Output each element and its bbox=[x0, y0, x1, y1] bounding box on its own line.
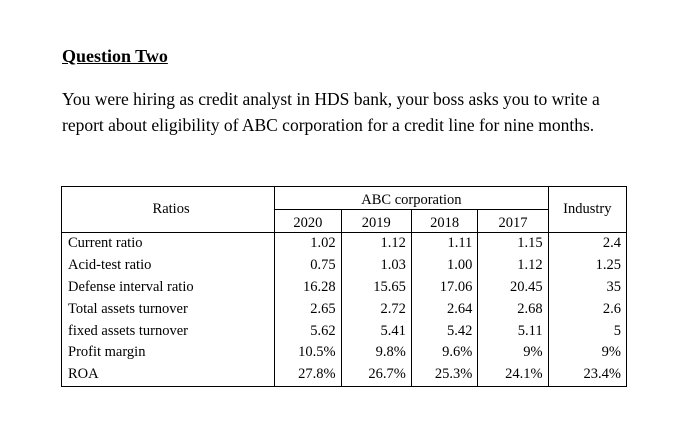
row-label: Acid-test ratio bbox=[68, 257, 152, 274]
industry-value: 35 bbox=[547, 276, 627, 299]
year-header: 2018 bbox=[410, 209, 478, 233]
table-row: Defense interval ratio 16.28 15.65 17.06… bbox=[62, 276, 627, 299]
cell-value: 2.64 bbox=[410, 298, 478, 321]
cell-value: 24.1% bbox=[477, 363, 549, 387]
cell-value: 26.7% bbox=[340, 363, 412, 387]
cell-value: 2.72 bbox=[340, 298, 412, 321]
cell-value: 16.28 bbox=[274, 276, 342, 299]
cell-value: 0.75 bbox=[274, 254, 342, 277]
table-row: ROA 27.8% 26.7% 25.3% 24.1% 23.4% bbox=[62, 363, 627, 387]
cell-value: 5.41 bbox=[340, 320, 412, 342]
cell-value: 1.12 bbox=[340, 231, 412, 255]
year-header: 2020 bbox=[274, 209, 342, 233]
industry-value: 2.4 bbox=[547, 231, 627, 255]
cell-value: 5.11 bbox=[477, 320, 549, 342]
cell-value: 5.62 bbox=[274, 320, 342, 342]
cell-value: 9.8% bbox=[340, 341, 412, 364]
industry-value: 2.6 bbox=[547, 298, 627, 321]
cell-value: 17.06 bbox=[410, 276, 478, 299]
row-label: fixed assets turnover bbox=[68, 322, 188, 339]
row-label: Current ratio bbox=[61, 231, 275, 255]
year-header: 2017 bbox=[477, 209, 549, 233]
row-label: Defense interval ratio bbox=[68, 278, 194, 295]
cell-value: 1.02 bbox=[274, 231, 342, 255]
row-label: Total assets turnover bbox=[68, 300, 188, 317]
cell-value: 10.5% bbox=[274, 341, 342, 364]
cell-value: 9.6% bbox=[410, 341, 478, 364]
cell-value: 15.65 bbox=[340, 276, 412, 299]
ratios-table: Ratios ABC corporation Industry 2020 201… bbox=[61, 186, 627, 387]
company-header: ABC corporation bbox=[274, 186, 549, 210]
cell-value: 1.12 bbox=[477, 254, 549, 277]
ratios-header: Ratios bbox=[152, 201, 190, 217]
cell-value: 5.42 bbox=[410, 320, 478, 342]
table-row: Current ratio 1.02 1.12 1.11 1.15 2.4 bbox=[61, 231, 627, 255]
cell-value: 1.15 bbox=[477, 231, 549, 255]
cell-value: 20.45 bbox=[477, 276, 549, 299]
cell-value: 2.68 bbox=[477, 298, 549, 321]
table-row: fixed assets turnover 5.62 5.41 5.42 5.1… bbox=[62, 320, 627, 342]
year-header: 2019 bbox=[340, 209, 412, 233]
industry-value: 5 bbox=[547, 320, 627, 342]
cell-value: 9% bbox=[477, 341, 549, 364]
row-label: ROA bbox=[68, 366, 99, 383]
table-row: Total assets turnover 2.65 2.72 2.64 2.6… bbox=[62, 298, 627, 321]
question-heading: Question Two bbox=[62, 46, 168, 66]
industry-header: Industry bbox=[547, 186, 627, 233]
industry-value: 23.4% bbox=[547, 363, 627, 387]
industry-value: 1.25 bbox=[547, 254, 627, 277]
table-row: Acid-test ratio 0.75 1.03 1.00 1.12 1.25 bbox=[62, 254, 627, 277]
cell-value: 1.03 bbox=[340, 254, 412, 277]
table-row: Profit margin 10.5% 9.8% 9.6% 9% 9% bbox=[62, 341, 627, 364]
cell-value: 25.3% bbox=[410, 363, 478, 387]
question-paragraph: You were hiring as credit analyst in HDS… bbox=[62, 89, 600, 135]
cell-value: 1.11 bbox=[410, 231, 478, 255]
cell-value: 27.8% bbox=[274, 363, 342, 387]
row-label: Profit margin bbox=[68, 344, 146, 361]
cell-value: 2.65 bbox=[274, 298, 342, 321]
industry-value: 9% bbox=[547, 341, 627, 364]
cell-value: 1.00 bbox=[410, 254, 478, 277]
